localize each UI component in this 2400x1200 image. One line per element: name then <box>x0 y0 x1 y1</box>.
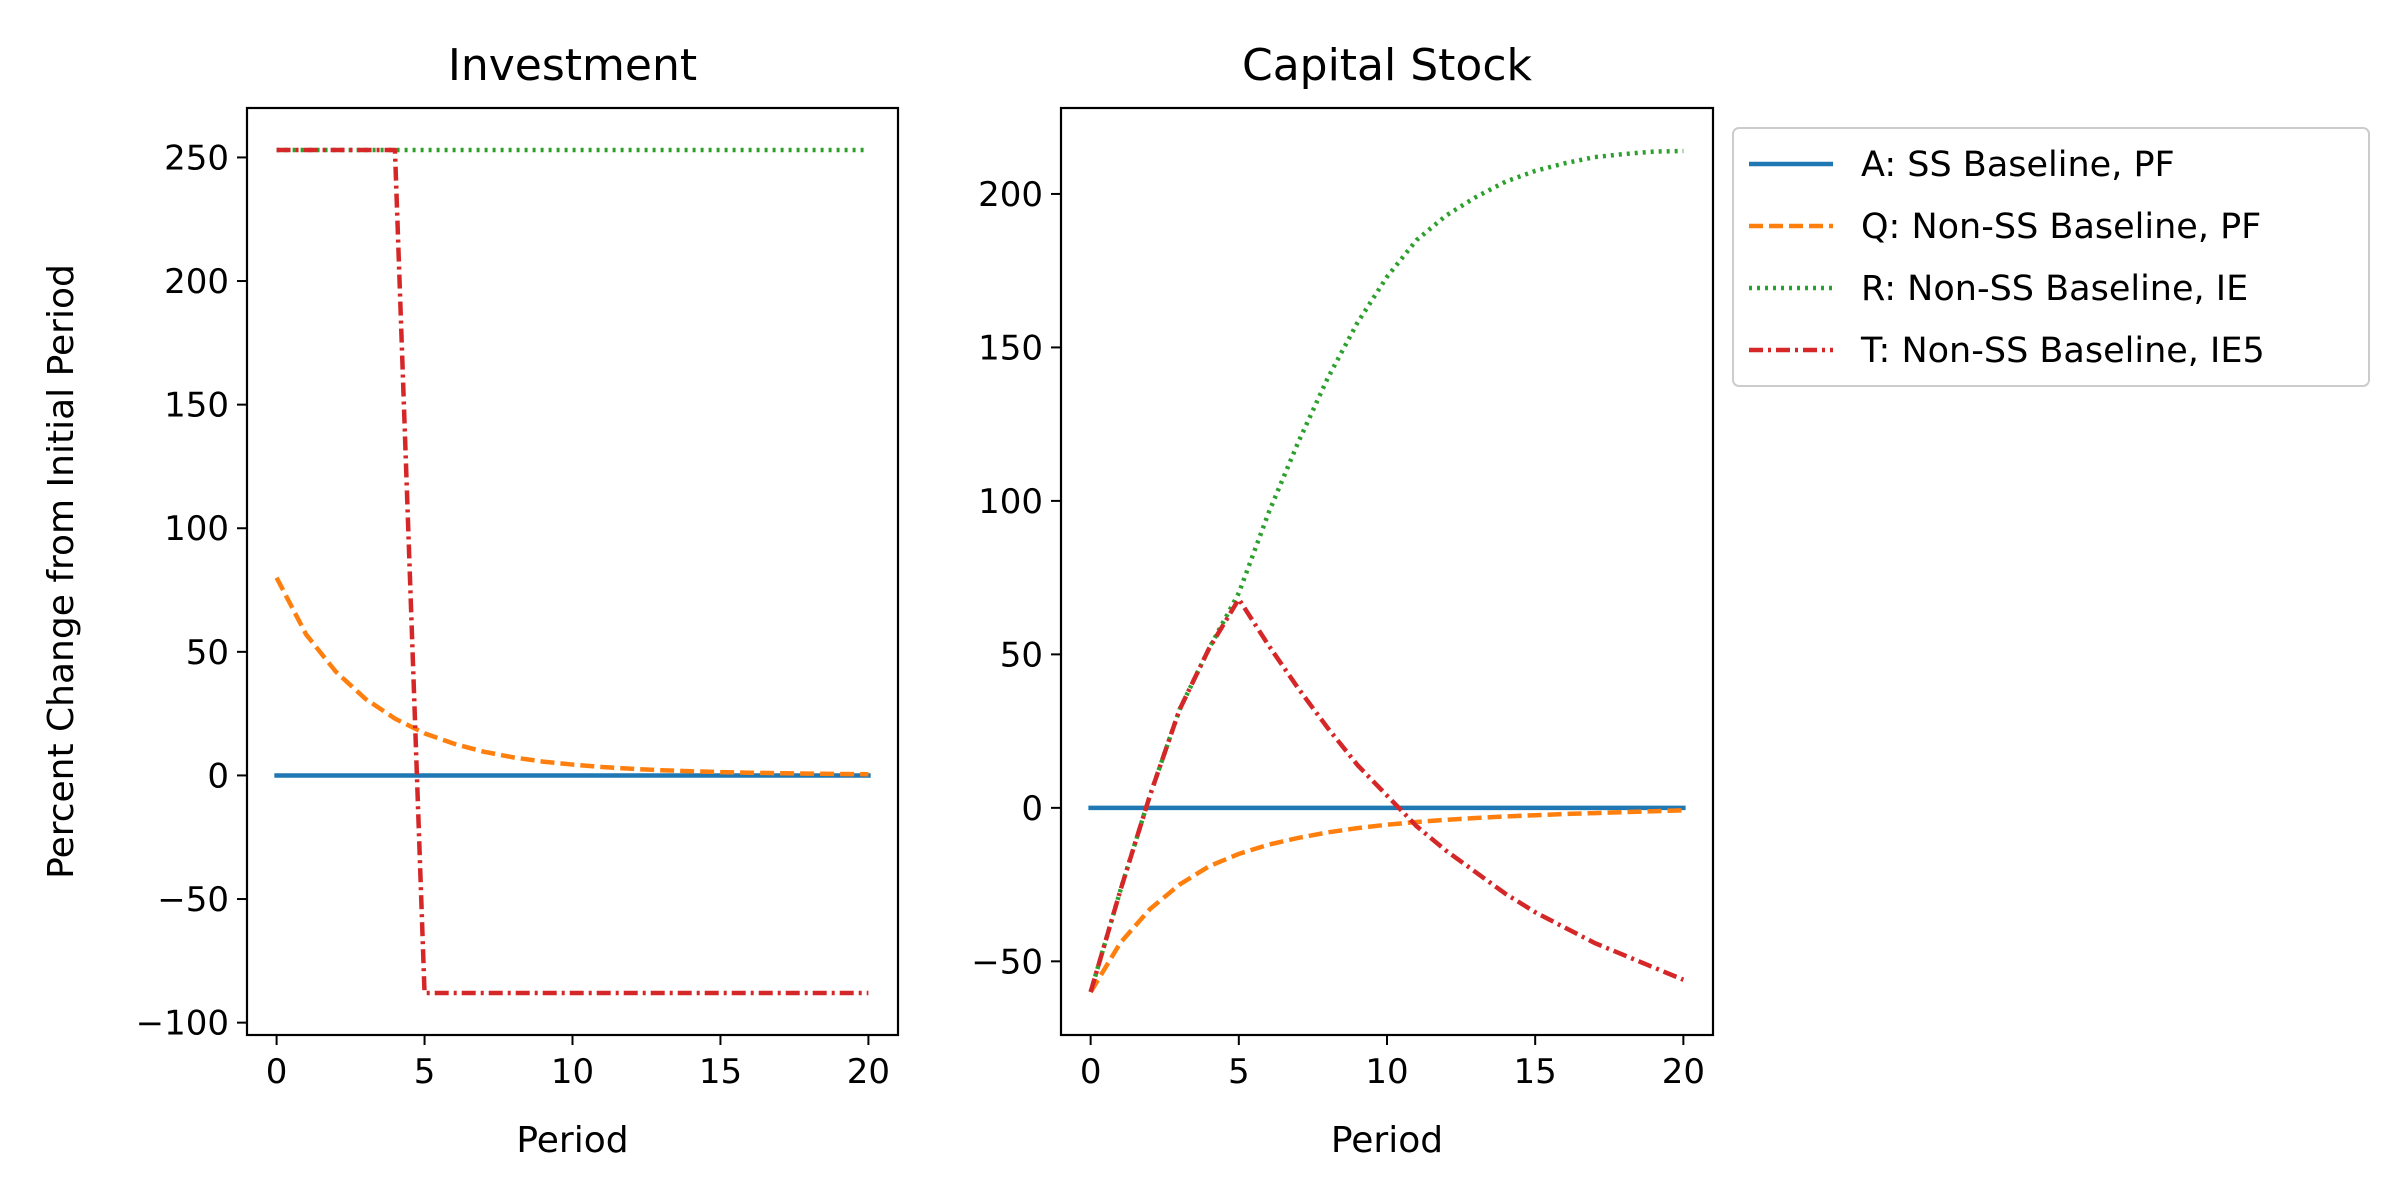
chart-panel-2: 0 5 10 15 20 −50 0 50 100 150 200 Capital Stock Peri… <box>971 40 1715 1161</box>
legend: A: SS Baseline, PF Q: Non-SS Baseline, PF… <box>1732 127 2370 387</box>
y-tick-label: 100 <box>978 482 1043 522</box>
x-tick-label: 20 <box>847 1052 890 1092</box>
x-tick-label: 0 <box>266 1052 288 1092</box>
y-tick-label: 50 <box>1000 635 1043 675</box>
legend-label: Q: Non-SS Baseline, PF <box>1861 207 2261 247</box>
y-tick-label: 0 <box>207 756 229 796</box>
chart-title: Capital Stock <box>1242 40 1533 91</box>
series-line-r <box>1088 148 1684 993</box>
x-axis-label: Period <box>1331 1120 1443 1161</box>
legend-frame <box>1732 127 2370 387</box>
x-tick-label: 10 <box>1365 1052 1408 1092</box>
legend-item-r: R: Non-SS Baseline, IE <box>1749 269 2248 309</box>
y-tick-label: −50 <box>157 880 229 920</box>
series-group <box>1088 148 1686 994</box>
y-tick-label: 50 <box>186 633 229 673</box>
axes-frame <box>245 106 900 1037</box>
y-tick-label: 0 <box>1021 789 1043 829</box>
series-line-t <box>1088 596 1685 993</box>
y-axis-label: Percent Change from Initial Period <box>41 264 82 879</box>
x-tick-label: 10 <box>551 1052 594 1092</box>
legend-label: T: Non-SS Baseline, IE5 <box>1860 331 2265 371</box>
legend-item-a: A: SS Baseline, PF <box>1749 145 2175 185</box>
y-tick-label: 100 <box>164 509 229 549</box>
x-tick-label: 0 <box>1080 1052 1102 1092</box>
legend-label: A: SS Baseline, PF <box>1861 145 2175 185</box>
y-tick-label: −100 <box>136 1004 229 1044</box>
series-line-q <box>1088 808 1684 994</box>
y-tick-label: 150 <box>164 386 229 426</box>
chart-panel-1: 0 5 10 15 20 −100 −50 0 50 100 150 200 250 Investment… <box>41 40 900 1161</box>
x-tick-label: 15 <box>1514 1052 1557 1092</box>
x-tick-label: 5 <box>414 1052 436 1092</box>
y-tick-label: 200 <box>978 175 1043 215</box>
series-line-t <box>276 147 869 996</box>
x-axis-label: Period <box>516 1120 628 1161</box>
y-tick-label: 200 <box>164 262 229 302</box>
legend-item-t: T: Non-SS Baseline, IE5 <box>1749 331 2265 371</box>
axes-frame <box>1059 106 1715 1037</box>
legend-item-q: Q: Non-SS Baseline, PF <box>1749 207 2261 247</box>
series-line-q <box>274 576 869 777</box>
x-tick-label: 20 <box>1662 1052 1705 1092</box>
y-tick-label: −50 <box>971 942 1043 982</box>
series-group <box>274 147 871 996</box>
chart-title: Investment <box>448 40 697 91</box>
x-tick-label: 5 <box>1228 1052 1250 1092</box>
legend-label: R: Non-SS Baseline, IE <box>1861 269 2248 309</box>
x-tick-label: 15 <box>699 1052 742 1092</box>
y-tick-label: 150 <box>978 328 1043 368</box>
y-tick-label: 250 <box>164 138 229 178</box>
